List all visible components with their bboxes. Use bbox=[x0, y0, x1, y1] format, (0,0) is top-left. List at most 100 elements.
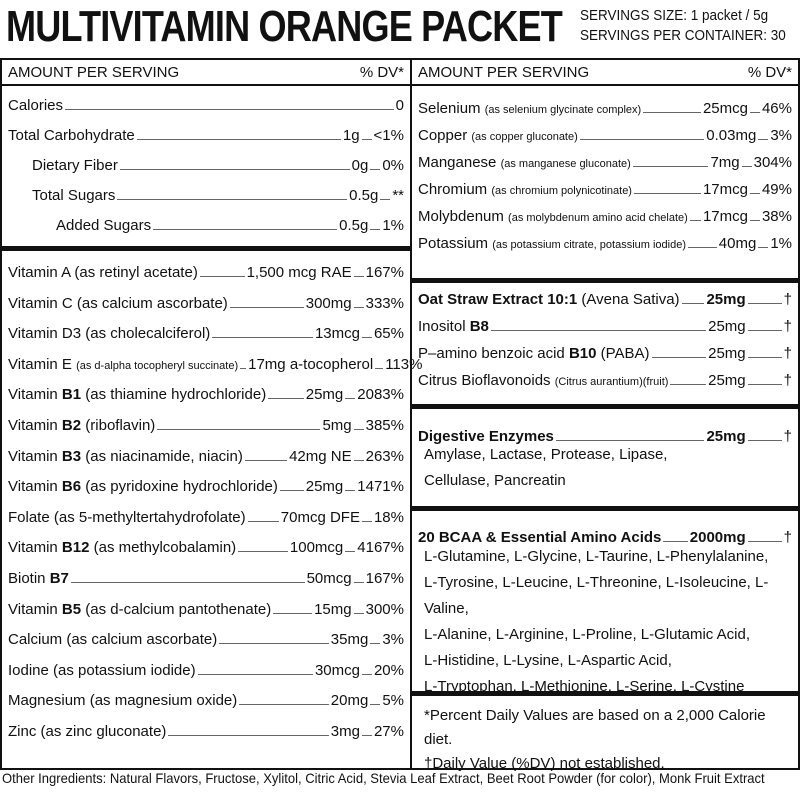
nutrient-name: Iodine (as potassium iodide) bbox=[8, 662, 196, 679]
nutrient-row: Biotin B7 50mcg 167% bbox=[8, 567, 404, 587]
leader-line bbox=[689, 220, 701, 221]
right-header: AMOUNT PER SERVING % DV* bbox=[412, 60, 798, 86]
nutrient-bold: B6 bbox=[61, 478, 82, 496]
nutrient-row: Vitamin B12 (as methylcobalamin) 100mcg 41… bbox=[8, 536, 404, 556]
daily-value: 46% bbox=[761, 100, 792, 117]
leader-line bbox=[229, 306, 304, 308]
leader-line bbox=[681, 303, 705, 304]
enzyme-list: Amylase, Lactase, Protease, Lipase, Cellu… bbox=[424, 442, 790, 494]
leader-line bbox=[197, 673, 313, 675]
leader-line bbox=[758, 139, 769, 140]
daily-value: 167% bbox=[365, 264, 404, 281]
nutrient-row: Potassium (as potassium citrate, potassi… bbox=[418, 232, 792, 252]
daily-value: 4167% bbox=[357, 539, 404, 557]
leader-line bbox=[353, 612, 364, 614]
nutrient-bold: B3 bbox=[61, 447, 82, 465]
amount: 15mg bbox=[314, 600, 352, 618]
daily-value: 65% bbox=[373, 325, 404, 343]
leader-line bbox=[238, 551, 288, 553]
daily-value: 263% bbox=[365, 447, 404, 465]
nutrient-row: Digestive Enzymes 25mg † bbox=[418, 425, 792, 445]
amount: 25mg bbox=[305, 386, 344, 404]
amount: 25mg bbox=[706, 428, 746, 445]
leader-line bbox=[741, 166, 752, 167]
footnotes: *Percent Daily Values are based on a 2,0… bbox=[424, 704, 790, 776]
nutrient-label: Inositol bbox=[418, 318, 470, 335]
leader-line bbox=[361, 673, 372, 675]
nutrient-row: P–amino benzoic acid B10 (PABA) 25mg † bbox=[418, 342, 792, 362]
nutrient-name: Calcium (as calcium ascorbate) bbox=[8, 631, 217, 648]
nutrient-source: (as pyridoxine hydrochloride) bbox=[81, 478, 278, 496]
daily-value: † bbox=[783, 529, 792, 546]
amino-acid-list: L-Glutamine, L-Glycine, L-Taurine, L-Phe… bbox=[424, 544, 790, 700]
nutrient-row: Vitamin B6 (as pyridoxine hydrochloride)… bbox=[8, 475, 404, 495]
nutrient-row: Calcium (as calcium ascorbate) 35mg 3% bbox=[8, 628, 404, 648]
amount: 0.5g bbox=[349, 187, 379, 204]
nutrient-name: Vitamin A (as retinyl acetate) bbox=[8, 264, 198, 281]
nutrient-name: P–amino benzoic acid B10 (PABA) bbox=[418, 345, 650, 362]
leader-line bbox=[670, 384, 707, 385]
leader-line bbox=[490, 330, 707, 331]
nutrient-label: Molybdenum bbox=[418, 208, 509, 225]
daily-value: † bbox=[783, 291, 792, 308]
nutrient-label: Vitamin bbox=[8, 600, 62, 618]
leader-line bbox=[747, 330, 782, 331]
leader-line bbox=[361, 337, 372, 339]
divider bbox=[412, 404, 798, 409]
nutrient-source: (PABA) bbox=[596, 345, 650, 362]
nutrient-row: Magnesium (as magnesium oxide) 20mg 5% bbox=[8, 689, 404, 709]
amount: 5mg bbox=[322, 417, 352, 434]
daily-value: 3% bbox=[382, 631, 404, 649]
nutrient-source: (Citrus aurantium)(fruit) bbox=[554, 376, 669, 388]
divider bbox=[412, 691, 798, 696]
divider bbox=[412, 506, 798, 511]
nutrient-bold: B8 bbox=[469, 318, 489, 335]
amount: 1,500 mcg RAE bbox=[246, 264, 352, 281]
leader-line bbox=[353, 459, 364, 461]
leader-line bbox=[353, 582, 364, 583]
daily-value: 304% bbox=[753, 154, 792, 171]
nutrient-label: Vitamin A (as retinyl acetate) bbox=[8, 264, 198, 281]
amount: 0.03mg bbox=[706, 127, 757, 144]
leader-line bbox=[279, 490, 304, 492]
nutrient-source: (as molybdenum amino acid chelate) bbox=[508, 212, 688, 224]
nutrient-name: Inositol B8 bbox=[418, 318, 489, 335]
nutrient-label: Dietary Fiber bbox=[32, 157, 118, 174]
nutrient-name: Calories bbox=[8, 97, 63, 114]
leader-line bbox=[353, 276, 364, 277]
amount: 0g bbox=[351, 157, 369, 174]
leader-line bbox=[268, 398, 304, 400]
amount: 35mg bbox=[330, 631, 369, 649]
leader-line bbox=[749, 112, 760, 113]
amount: 7mg bbox=[710, 154, 740, 171]
nutrient-label: Vitamin C (as calcium ascorbate) bbox=[8, 294, 228, 312]
amount: 0.5g bbox=[339, 217, 369, 234]
nutrient-name: Citrus Bioflavonoids (Citrus aurantium)(… bbox=[418, 372, 668, 389]
leader-line bbox=[361, 520, 372, 522]
leader-line bbox=[651, 357, 707, 358]
nutrient-label: Copper bbox=[418, 127, 472, 144]
leader-line bbox=[353, 429, 364, 430]
nutrient-label: Selenium bbox=[418, 100, 485, 117]
servings-per-container: SERVINGS PER CONTAINER: 30 bbox=[580, 27, 786, 44]
nutrient-row: Vitamin E (as d-alpha tocopheryl succina… bbox=[8, 353, 422, 373]
daily-value: † bbox=[783, 428, 792, 445]
nutrient-name: Manganese (as manganese gluconate) bbox=[418, 154, 631, 171]
leader-line bbox=[643, 112, 701, 113]
daily-value: 333% bbox=[365, 294, 404, 312]
leader-line bbox=[663, 541, 688, 542]
amount: 40mg bbox=[718, 235, 757, 252]
nutrient-row: Folate (as 5-methyltertahydrofolate) 70mc… bbox=[8, 506, 404, 526]
amount: 70mcg DFE bbox=[280, 508, 360, 526]
nutrient-source: (as selenium glycinate complex) bbox=[484, 104, 642, 116]
product-title: MULTIVITAMIN ORANGE PACKET bbox=[6, 2, 563, 51]
leader-line bbox=[633, 193, 701, 194]
footnote-dagger: †Daily Value (%DV) not established. bbox=[424, 755, 665, 772]
nutrient-name: Vitamin E (as d-alpha tocopheryl succina… bbox=[8, 356, 238, 373]
dv-header: % DV* bbox=[359, 63, 404, 81]
daily-value: ** bbox=[392, 187, 404, 204]
daily-value: 20% bbox=[373, 661, 404, 679]
daily-value: <1% bbox=[373, 127, 404, 144]
leader-line bbox=[747, 541, 782, 542]
nutrient-row: Added Sugars 0.5g 1% bbox=[56, 214, 404, 234]
